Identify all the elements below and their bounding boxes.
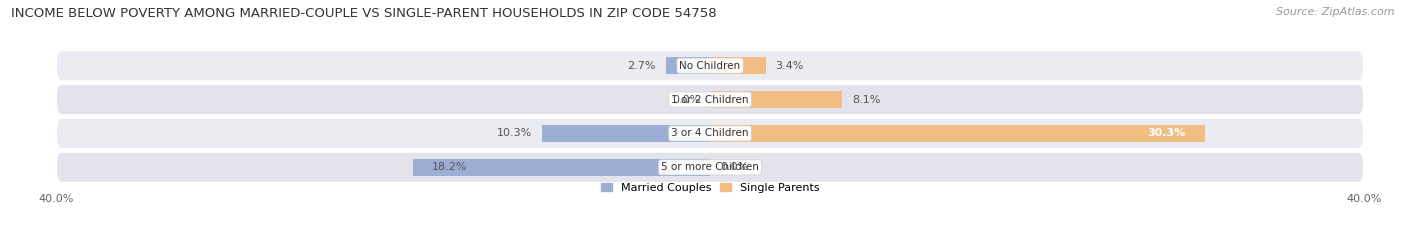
FancyBboxPatch shape — [56, 152, 1364, 183]
Text: 8.1%: 8.1% — [852, 95, 880, 105]
FancyBboxPatch shape — [56, 84, 1364, 115]
Text: 10.3%: 10.3% — [496, 128, 531, 138]
Bar — [710, 91, 842, 108]
Text: No Children: No Children — [679, 61, 741, 71]
Text: Source: ZipAtlas.com: Source: ZipAtlas.com — [1277, 7, 1395, 17]
FancyBboxPatch shape — [56, 118, 1364, 149]
Text: 30.3%: 30.3% — [1147, 128, 1185, 138]
Text: 0.0%: 0.0% — [720, 162, 748, 172]
Bar — [541, 125, 710, 142]
Text: 18.2%: 18.2% — [432, 162, 468, 172]
Text: INCOME BELOW POVERTY AMONG MARRIED-COUPLE VS SINGLE-PARENT HOUSEHOLDS IN ZIP COD: INCOME BELOW POVERTY AMONG MARRIED-COUPL… — [11, 7, 717, 20]
Text: 3 or 4 Children: 3 or 4 Children — [671, 128, 749, 138]
Legend: Married Couples, Single Parents: Married Couples, Single Parents — [596, 178, 824, 197]
Bar — [710, 125, 1205, 142]
Bar — [666, 57, 710, 75]
FancyBboxPatch shape — [56, 50, 1364, 81]
Text: 2.7%: 2.7% — [627, 61, 657, 71]
Bar — [710, 57, 766, 75]
Bar — [412, 158, 710, 176]
Text: 3.4%: 3.4% — [776, 61, 804, 71]
Text: 0.0%: 0.0% — [672, 95, 700, 105]
Text: 1 or 2 Children: 1 or 2 Children — [671, 95, 749, 105]
Text: 5 or more Children: 5 or more Children — [661, 162, 759, 172]
